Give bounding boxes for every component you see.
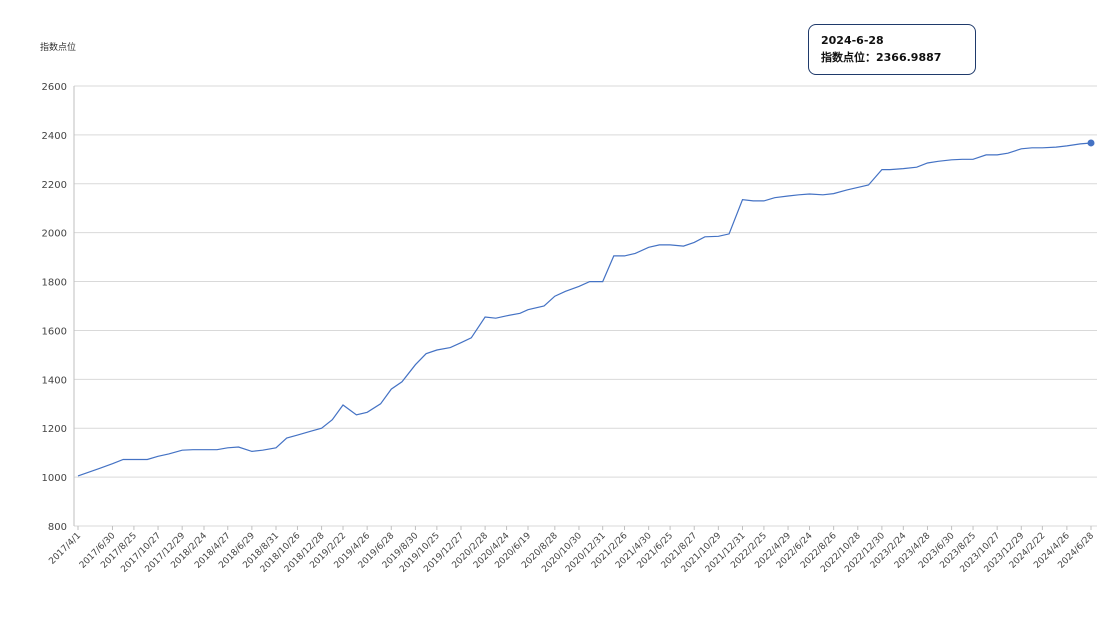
y-tick-label: 2400 xyxy=(42,131,67,142)
y-tick-label: 1000 xyxy=(42,473,67,484)
y-tick-label: 1600 xyxy=(42,326,67,337)
y-tick-label: 1200 xyxy=(42,424,67,435)
last-point-marker xyxy=(1087,139,1095,147)
x-tick-label: 2017/4/1 xyxy=(47,531,83,567)
y-tick-label: 2600 xyxy=(42,82,67,93)
y-tick-label: 1800 xyxy=(42,278,67,289)
y-tick-label: 1400 xyxy=(42,375,67,386)
grid-lines xyxy=(73,85,1097,527)
data-tooltip: 2024-6-28 指数点位：2366.9887 xyxy=(808,24,976,75)
y-axis-ticks: 800 1000 1200 1400 1600 1800 2000 2200 2400 2600 xyxy=(42,82,67,533)
series-layer xyxy=(77,139,1095,477)
tooltip-value-row: 指数点位：2366.9887 xyxy=(821,49,975,66)
y-tick-label: 800 xyxy=(48,522,67,533)
y-axis-label: 指数点位 xyxy=(40,43,77,53)
tooltip-date: 2024-6-28 xyxy=(821,34,884,47)
x-axis-ticks: 2017/4/12017/6/302017/8/252017/10/272017… xyxy=(47,526,1096,575)
series-line xyxy=(77,142,1092,477)
y-tick-label: 2200 xyxy=(42,180,67,191)
y-tick-label: 2000 xyxy=(42,229,67,240)
tooltip-value: 2366.9887 xyxy=(876,51,942,64)
tooltip-label: 指数点位： xyxy=(821,51,876,64)
